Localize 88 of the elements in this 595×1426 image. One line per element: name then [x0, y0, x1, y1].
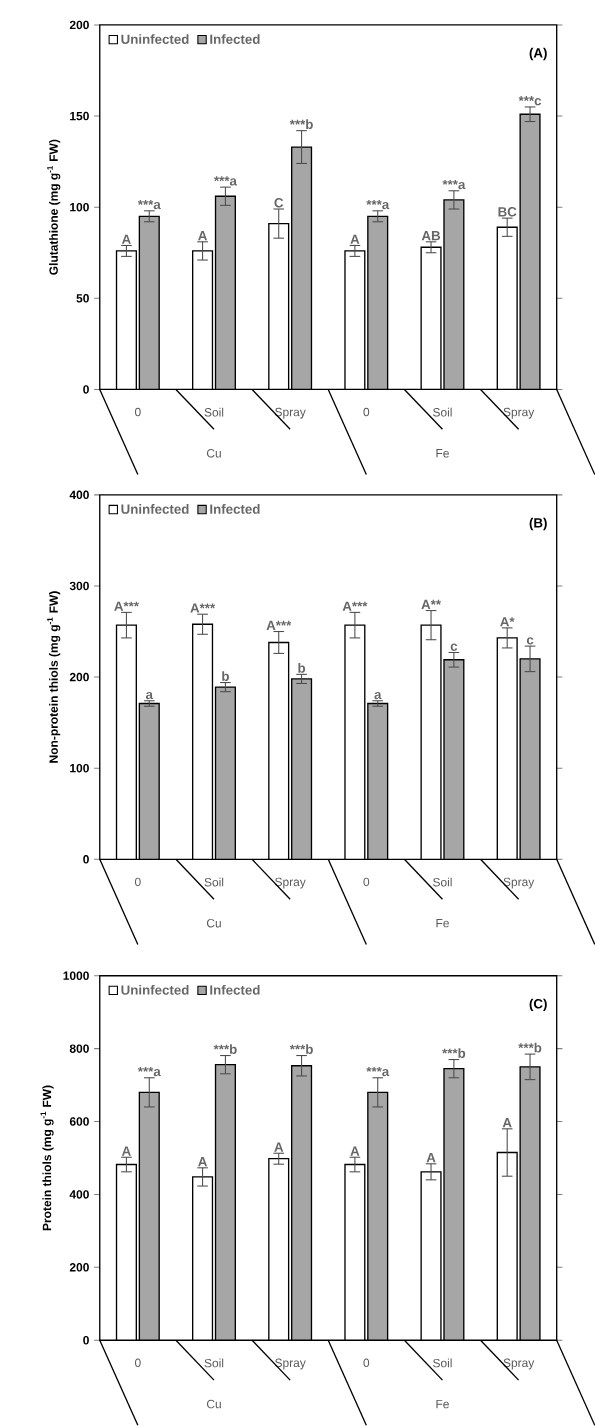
x-tick-label: Soil — [432, 407, 452, 417]
data-label: ***b — [441, 1048, 465, 1058]
y-tick-label: 600 — [69, 1117, 89, 1126]
data-label: BC — [498, 207, 517, 217]
legend-label: Uninfected — [121, 504, 189, 514]
y-axis-title: Protein thiols (mg g$^{-1}$ FW) — [40, 1085, 54, 1231]
data-label: A*** — [190, 603, 215, 613]
y-tick-label: 100 — [69, 202, 89, 212]
data-label: A — [274, 1142, 283, 1152]
legend-label: Uninfected — [121, 984, 189, 995]
data-label: ***b — [289, 1044, 313, 1054]
annotation: (C) — [529, 998, 547, 1012]
x-tick-label: Soil — [204, 877, 223, 887]
data-label: A*** — [113, 601, 139, 611]
annotation: (B) — [529, 517, 547, 531]
data-label: ***a — [366, 199, 390, 210]
data-label: A — [197, 1157, 207, 1167]
x-tick-label: 0 — [363, 877, 369, 887]
data-label: ***a — [137, 1066, 161, 1077]
y-tick-label: 0 — [82, 385, 89, 394]
x-tick-label: Spray — [503, 1358, 535, 1370]
x-tick-label: Spray — [274, 877, 306, 889]
y-tick-label: 150 — [69, 111, 89, 121]
x-tick-label: Soil — [432, 1358, 452, 1368]
data-label: c — [526, 637, 534, 645]
text: Cu — [206, 449, 221, 458]
data-label: ***c — [518, 96, 541, 106]
data-label: a — [374, 691, 382, 700]
y-tick-label: 100 — [69, 763, 89, 773]
text: Fe — [436, 919, 449, 928]
y-axis-title: Non-protein thiols (mg g$^{-1}$ FW) — [46, 591, 61, 763]
y-tick-label: 200 — [69, 1263, 89, 1272]
data-label: A*** — [342, 601, 368, 611]
y-axis-title: Glutathione (mg g$^{-1}$ FW) — [46, 139, 61, 275]
y-tick-label: 200 — [69, 20, 89, 30]
data-label: ***a — [442, 179, 466, 190]
legend-label: Infected — [210, 34, 260, 44]
x-tick-label: 0 — [134, 1358, 141, 1368]
text: Fe — [436, 1399, 449, 1409]
x-tick-label: 0 — [134, 407, 141, 417]
x-tick-label: Spray — [503, 407, 535, 419]
legend-label: Infected — [210, 504, 260, 514]
data-label: A — [121, 234, 131, 244]
data-label: b — [222, 671, 229, 681]
y-tick-label: 800 — [69, 1044, 89, 1053]
data-label: C — [274, 198, 283, 208]
x-tick-label: Soil — [432, 877, 452, 887]
data-label: A — [502, 1118, 512, 1128]
text: Cu — [206, 918, 221, 928]
data-label: A — [197, 231, 207, 241]
y-tick-label: 1000 — [63, 971, 89, 980]
y-tick-label: 0 — [82, 855, 89, 864]
legend-label: Uninfected — [121, 34, 189, 44]
data-label: A* — [499, 617, 515, 627]
data-label: A*** — [266, 620, 292, 630]
data-label: ***b — [289, 119, 313, 130]
x-tick-label: Spray — [503, 877, 535, 889]
data-label: ***b — [518, 1042, 542, 1053]
data-label: A — [121, 1146, 131, 1156]
data-label: ***b — [213, 1044, 237, 1054]
text: Fe — [436, 449, 449, 458]
y-tick-label: 400 — [69, 1190, 89, 1199]
data-label: ***a — [213, 176, 237, 186]
data-label: c — [450, 643, 457, 651]
y-tick-label: 400 — [69, 490, 89, 500]
data-label: A — [350, 234, 360, 244]
data-label: A — [350, 1146, 360, 1156]
y-tick-label: 0 — [82, 1335, 89, 1345]
data-label: ***a — [137, 199, 161, 210]
text: Cu — [206, 1399, 221, 1409]
x-tick-label: Soil — [204, 1358, 223, 1368]
data-label: A** — [421, 599, 441, 609]
y-tick-label: 300 — [69, 581, 89, 591]
y-tick-label: 200 — [69, 672, 89, 682]
y-tick-label: 50 — [76, 294, 89, 303]
x-tick-label: 0 — [134, 877, 141, 887]
legend-label: Infected — [210, 984, 260, 995]
data-label: a — [145, 691, 153, 700]
x-tick-label: Spray — [274, 1358, 306, 1370]
x-tick-label: 0 — [363, 407, 369, 417]
data-label: A — [426, 1153, 436, 1163]
x-tick-label: Soil — [204, 407, 223, 417]
data-label: ***a — [366, 1066, 390, 1077]
annotation: (A) — [529, 47, 547, 61]
x-tick-label: 0 — [363, 1358, 369, 1368]
x-tick-label: Spray — [274, 407, 306, 419]
data-label: AB — [421, 231, 440, 241]
data-label: b — [298, 662, 305, 673]
